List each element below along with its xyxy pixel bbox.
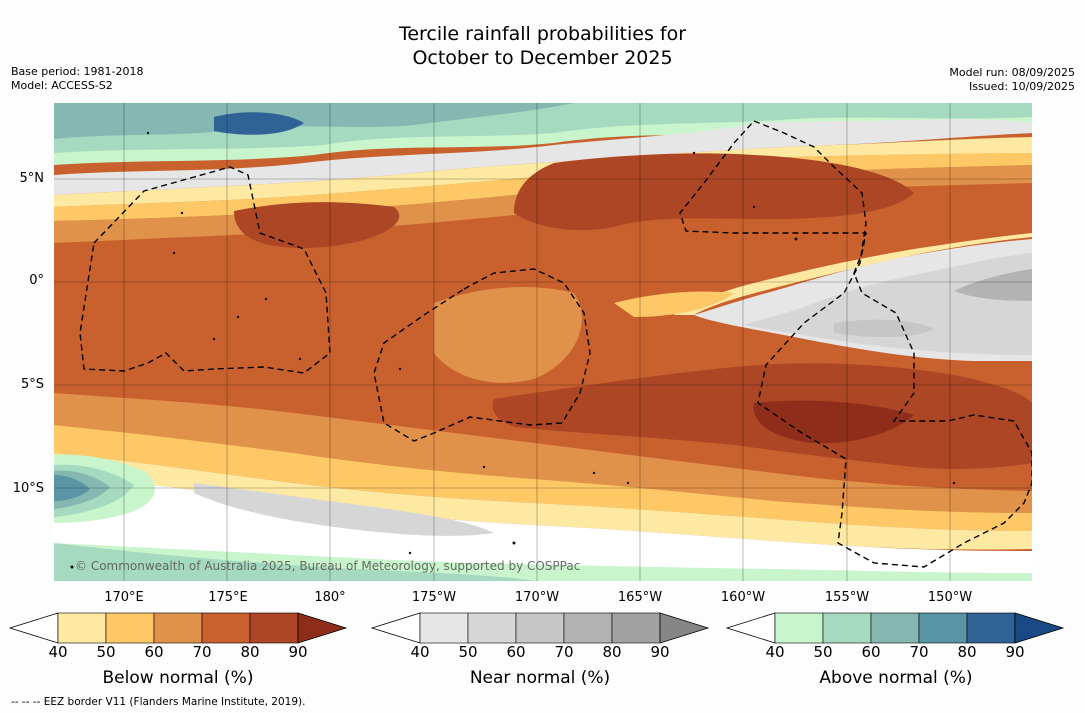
model-info: Base period: 1981-2018 Model: ACCESS-S2	[11, 65, 143, 93]
model-run-date: Model run: 08/09/2025	[949, 66, 1075, 79]
colorbar-tick-label: 90	[650, 643, 670, 661]
south-near-grey	[194, 483, 494, 536]
colorbars-svg	[8, 612, 1065, 644]
colorbar-extend-low	[725, 612, 776, 644]
colorbar-label-above: Above normal (%)	[819, 668, 973, 688]
north-near-band	[54, 119, 1032, 195]
colorbar-segment	[105, 612, 155, 644]
graticule	[54, 103, 1032, 581]
lon-label-170e: 170°E	[104, 590, 144, 605]
colorbar-tick-label: 80	[957, 643, 977, 661]
colorbar-extend-low	[370, 612, 421, 644]
north-below-strong	[514, 153, 914, 231]
colorbar-tick-label: 60	[861, 643, 881, 661]
lon-label-175w: 175°W	[411, 590, 457, 605]
base-period: Base period: 1981-2018	[11, 65, 144, 78]
colorbar-label-below: Below normal (%)	[102, 668, 254, 688]
north-above-darkest	[214, 112, 304, 135]
colorbar-extend-low	[8, 612, 59, 644]
title-line-2: October to December 2025	[412, 47, 673, 69]
colorbar-segment	[870, 612, 920, 644]
colorbar-tick-label: 60	[144, 643, 164, 661]
central-orange	[434, 287, 582, 383]
lat-label-5s: 5°S	[20, 377, 44, 392]
lat-label-0: 0°	[29, 273, 44, 288]
lon-label-170w: 170°W	[514, 590, 560, 605]
map-title: Tercile rainfall probabilities for Octob…	[0, 22, 1085, 70]
south-below-light	[54, 453, 1032, 550]
colorbar-segment	[774, 612, 824, 644]
colorbar-segment	[201, 612, 251, 644]
colorbar-tick-label: 70	[909, 643, 929, 661]
eez-borders	[79, 120, 1032, 568]
copyright-credit: © Commonwealth of Australia 2025, Bureau…	[75, 559, 581, 573]
probability-map-svg	[54, 103, 1032, 581]
colorbar-segment	[918, 612, 968, 644]
colorbar-tick-label: 50	[96, 643, 116, 661]
lon-label-175e: 175°E	[208, 590, 248, 605]
south-below-strongest	[753, 400, 914, 444]
equatorial-yellow-patch	[614, 291, 734, 317]
colorbar-tick-label: 60	[506, 643, 526, 661]
colorbar-segment	[966, 612, 1016, 644]
colorbar-segment	[57, 612, 107, 644]
model-name: Model: ACCESS-S2	[11, 79, 113, 92]
colorbar-extend-high	[659, 612, 710, 644]
colorbar-segment	[611, 612, 661, 644]
sw-above-darker	[54, 475, 90, 501]
colorbar-tick-label: 70	[192, 643, 212, 661]
colorbar-segment	[515, 612, 565, 644]
equatorial-near-mid	[744, 253, 1032, 355]
south-below-orange	[54, 393, 1032, 513]
colorbar-extend-high	[297, 612, 348, 644]
run-info: Model run: 08/09/2025 Issued: 10/09/2025	[949, 66, 1075, 94]
colorbar-tick-label: 50	[813, 643, 833, 661]
west-below-strong	[234, 202, 400, 248]
colorbar-tick-label: 90	[1005, 643, 1025, 661]
equatorial-near-patch	[834, 319, 934, 338]
colorbar-segment	[419, 612, 469, 644]
colorbar-segment	[822, 612, 872, 644]
colorbar-tick-label: 70	[554, 643, 574, 661]
eez-border-kiribati-central	[373, 268, 591, 442]
issued-date: Issued: 10/09/2025	[968, 80, 1075, 93]
colorbar-tick-label: 40	[48, 643, 68, 661]
colorbar-segment	[563, 612, 613, 644]
colorbar-tick-label: 50	[458, 643, 478, 661]
lon-label-180: 180°	[314, 590, 346, 605]
colorbar-above-normal	[725, 612, 1065, 644]
colorbar-tick-label: 80	[602, 643, 622, 661]
eez-border-line-islands	[679, 120, 1032, 568]
lat-label-10s: 10°S	[12, 481, 44, 496]
colorbar-segment	[153, 612, 203, 644]
colorbar-tick-label: 80	[240, 643, 260, 661]
colorbar-label-near: Near normal (%)	[469, 668, 611, 688]
south-below-mid	[54, 425, 1032, 531]
colorbar-near-normal	[370, 612, 710, 644]
eez-legend-note: -- -- -- EEZ border V11 (Flanders Marine…	[11, 696, 306, 708]
south-white	[54, 475, 1032, 581]
north-above-dark	[54, 103, 574, 139]
lon-label-150w: 150°W	[927, 590, 973, 605]
lon-label-165w: 165°W	[617, 590, 663, 605]
lon-label-160w: 160°W	[720, 590, 766, 605]
lat-label-5n: 5°N	[19, 171, 45, 186]
colorbar-tick-label: 40	[765, 643, 785, 661]
lon-label-155w: 155°W	[824, 590, 870, 605]
colorbar-below-normal	[8, 612, 348, 644]
colorbar-extend-high	[1014, 612, 1065, 644]
islands	[70, 131, 956, 569]
south-above-mid	[54, 543, 534, 581]
title-line-1: Tercile rainfall probabilities for	[398, 23, 687, 45]
colorbar-segment	[467, 612, 517, 644]
probability-map	[54, 103, 1032, 581]
equatorial-near-dark	[954, 269, 1032, 301]
colorbar-segment	[249, 612, 299, 644]
equatorial-halo	[674, 233, 1032, 315]
colorbar-tick-label: 90	[288, 643, 308, 661]
colorbar-tick-label: 40	[410, 643, 430, 661]
